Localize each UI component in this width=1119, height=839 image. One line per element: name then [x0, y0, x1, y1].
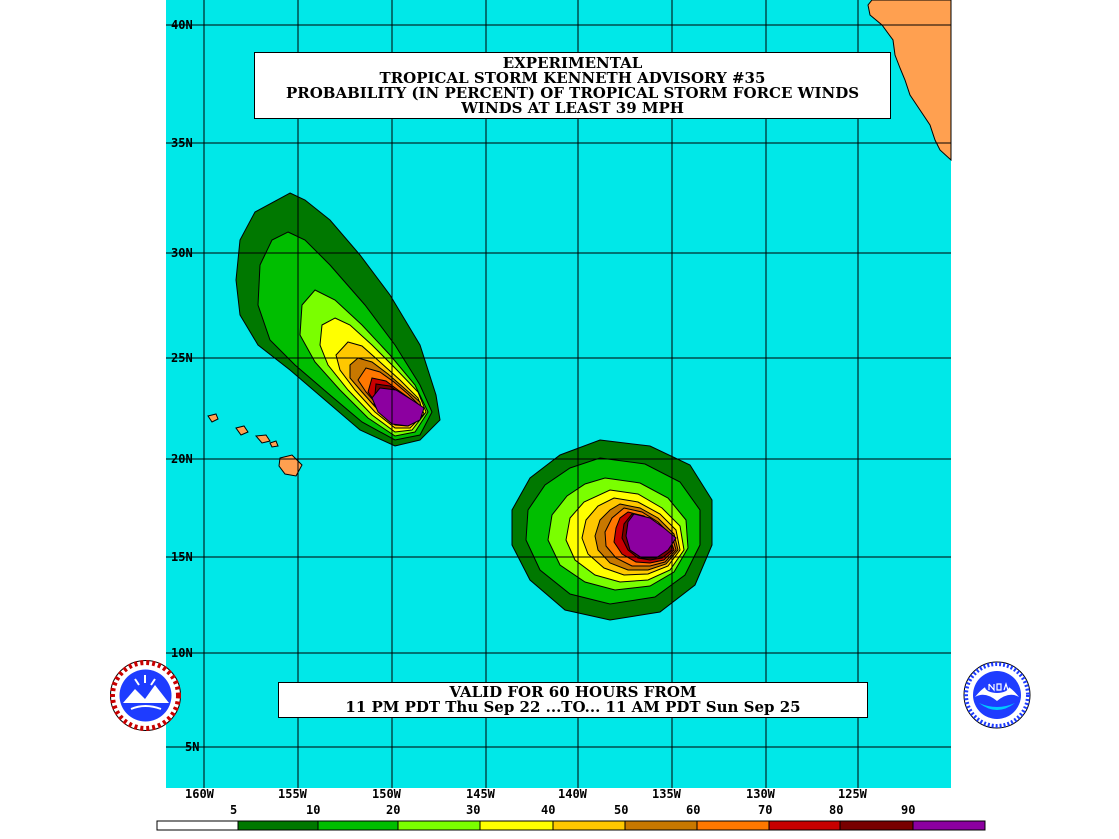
mainland-coast [867, 0, 952, 162]
lon-label: 135W [652, 787, 682, 801]
lon-label: 145W [466, 787, 496, 801]
valid-line-1: VALID FOR 60 HOURS FROM [449, 683, 697, 701]
hawaiian-islands [207, 413, 303, 477]
lon-label: 125W [838, 787, 868, 801]
lat-label: 35N [171, 136, 193, 150]
valid-line-2: 11 PM PDT Thu Sep 22 ...TO... 11 AM PDT … [345, 698, 801, 716]
legend-swatch [624, 820, 698, 831]
legend-swatch [552, 820, 626, 831]
ocean-area [166, 0, 951, 788]
noaa-logo [963, 661, 1031, 729]
legend-label: 90 [901, 803, 915, 817]
legend-label: 5 [230, 803, 237, 817]
legend-swatch [768, 820, 841, 831]
legend-swatch [839, 820, 914, 831]
legend-swatch [237, 820, 319, 831]
legend-swatch [912, 820, 986, 831]
lat-label: 30N [171, 246, 193, 260]
longitude-labels: 160W 155W 150W 145W 140W 135W 130W 125W [185, 787, 868, 801]
graticule [166, 0, 951, 788]
legend-swatch [317, 820, 399, 831]
legend-label: 70 [758, 803, 772, 817]
lat-label: 5N [185, 740, 199, 754]
legend-swatch [479, 820, 554, 831]
lon-label: 130W [746, 787, 776, 801]
lon-label: 150W [372, 787, 402, 801]
legend-swatch [696, 820, 770, 831]
nws-logo [110, 660, 181, 731]
legend-label: 60 [686, 803, 700, 817]
legend-label: 10 [306, 803, 320, 817]
legend: 5 10 20 30 40 50 60 70 80 90 [156, 803, 986, 831]
storm-1-contours [235, 192, 441, 447]
legend-swatch [156, 820, 239, 831]
storm-2-contours [511, 439, 713, 621]
lat-label: 25N [171, 351, 193, 365]
lon-label: 155W [278, 787, 308, 801]
legend-label: 20 [386, 803, 400, 817]
lat-label: 10N [171, 646, 193, 660]
lat-label: 15N [171, 550, 193, 564]
legend-label: 50 [614, 803, 628, 817]
legend-swatches [156, 820, 986, 831]
title-line-1: EXPERIMENTAL [502, 54, 643, 72]
legend-label: 30 [466, 803, 480, 817]
valid-period-box: VALID FOR 60 HOURS FROM 11 PM PDT Thu Se… [278, 682, 868, 718]
lat-label: 20N [171, 452, 193, 466]
legend-swatch [397, 820, 481, 831]
title-line-2: TROPICAL STORM KENNETH ADVISORY #35 [379, 69, 766, 87]
legend-label: 40 [541, 803, 555, 817]
legend-label: 80 [829, 803, 843, 817]
title-line-3: PROBABILITY (IN PERCENT) OF TROPICAL STO… [285, 84, 860, 102]
title-line-4: WINDS AT LEAST 39 MPH [461, 99, 684, 117]
lon-label: 140W [558, 787, 588, 801]
latitude-labels: 40N 35N 30N 25N 20N 15N 10N 5N [171, 18, 199, 754]
title-box: EXPERIMENTAL TROPICAL STORM KENNETH ADVI… [254, 52, 891, 119]
lon-label: 160W [185, 787, 215, 801]
lat-label: 40N [171, 18, 193, 32]
